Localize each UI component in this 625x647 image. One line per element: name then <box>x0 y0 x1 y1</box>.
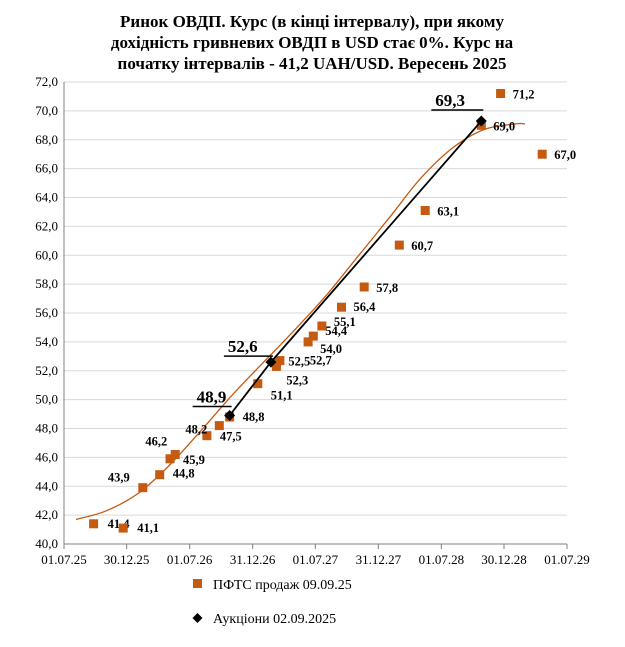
pfts-point-label-17: 57,8 <box>376 281 398 295</box>
auction-point-1 <box>265 356 277 368</box>
y-tick-label-14: 68,0 <box>35 132 58 147</box>
y-tick-label-11: 62,0 <box>35 218 58 233</box>
y-tick-label-7: 54,0 <box>35 334 58 349</box>
legend-marker-pfts <box>193 579 202 588</box>
x-tick-label-3: 31.12.26 <box>230 552 276 567</box>
pfts-point-7 <box>214 421 224 431</box>
pfts-point-label-19: 63,1 <box>437 205 459 219</box>
pfts-point-label-22: 67,0 <box>554 148 576 162</box>
pfts-point-label-1: 41,1 <box>137 521 159 535</box>
title-line-2: дохідність гривневих ОВДП в USD стає 0%.… <box>111 33 514 52</box>
y-tick-label-3: 46,0 <box>35 449 58 464</box>
pfts-point-1 <box>118 523 128 533</box>
legend-label-auction: Аукціони 02.09.2025 <box>213 612 336 627</box>
pfts-point-0 <box>89 519 99 529</box>
pfts-point-label-16: 56,4 <box>354 300 377 314</box>
pfts-point-label-2: 43,9 <box>108 471 130 485</box>
pfts-point-label-10: 52,3 <box>286 373 308 387</box>
axes <box>63 82 568 549</box>
pfts-point-19 <box>420 206 430 215</box>
pfts-point-13 <box>303 337 313 347</box>
y-tick-label-1: 42,0 <box>35 507 58 522</box>
auction-point-label-1: 52,6 <box>228 337 258 356</box>
y-tick-label-5: 50,0 <box>35 392 58 407</box>
y-tick-label-2: 44,0 <box>35 478 58 493</box>
pfts-point-6 <box>202 431 212 441</box>
pfts-point-16 <box>337 302 346 312</box>
pfts-point-label-4: 45,9 <box>183 453 205 467</box>
x-tick-label-4: 01.07.27 <box>293 552 339 567</box>
pfts-point-18 <box>394 240 404 250</box>
pfts-point-label-13: 54,0 <box>320 342 342 356</box>
x-tick-label-6: 01.07.28 <box>419 552 465 567</box>
x-tick-label-2: 01.07.26 <box>167 552 213 567</box>
y-tick-label-12: 64,0 <box>35 190 58 205</box>
legend-label-pfts: ПФТС продаж 09.09.25 <box>213 578 352 593</box>
title-line-3: початку інтервалів - 41,2 UAH/USD. Верес… <box>118 54 507 73</box>
x-tick-label-7: 30.12.28 <box>481 552 527 567</box>
auction-point-label-2: 69,3 <box>435 91 465 110</box>
pfts-point-3 <box>155 470 165 480</box>
x-tick-label-0: 01.07.25 <box>41 552 87 567</box>
pfts-point-14 <box>308 331 318 341</box>
x-tick-label-1: 30.12.25 <box>104 552 150 567</box>
pfts-point-label-6: 47,5 <box>220 430 242 444</box>
pfts-point-label-11: 52,5 <box>288 355 310 369</box>
pfts-point-22 <box>537 149 547 159</box>
auction-point-label-0: 48,9 <box>197 388 227 407</box>
legend-marker-auction <box>192 613 203 623</box>
pfts-point-label-21: 71,2 <box>513 88 535 102</box>
pfts-point-label-8: 48,8 <box>243 410 265 424</box>
pfts-point-4 <box>165 454 175 464</box>
pfts-point-15 <box>317 321 327 331</box>
chart-title: Ринок ОВДП. Курс (в кінці інтервалу), пр… <box>111 12 514 73</box>
pfts-point-label-12: 52,7 <box>310 354 332 368</box>
x-tick-label-8: 01.07.29 <box>544 552 590 567</box>
pfts-point-label-20: 69,0 <box>493 119 515 133</box>
title-line-1: Ринок ОВДП. Курс (в кінці інтервалу), пр… <box>120 12 504 31</box>
legend: ПФТС продаж 09.09.25 Аукціони 02.09.2025 <box>192 578 352 627</box>
y-tick-label-16: 72,0 <box>35 74 58 89</box>
y-tick-label-15: 70,0 <box>35 103 58 118</box>
x-axis-tick-labels: 01.07.25 30.12.25 01.07.26 31.12.26 01.07.27… <box>41 552 590 567</box>
y-tick-label-8: 56,0 <box>35 305 58 320</box>
x-tick-label-5: 31.12.27 <box>356 552 402 567</box>
pfts-point-2 <box>138 483 148 493</box>
series-pfts: 41,4 41,143,9 44,845,946,2 47,548,248,851,1… <box>89 88 576 535</box>
y-tick-label-0: 40,0 <box>35 536 58 551</box>
pfts-point-5 <box>170 450 180 459</box>
pfts-point-label-9: 51,1 <box>271 389 293 403</box>
y-tick-label-6: 52,0 <box>35 363 58 378</box>
pfts-point-label-7: 48,2 <box>185 423 207 437</box>
auction-point-0 <box>224 410 236 422</box>
pfts-point-21 <box>496 89 506 98</box>
y-axis-tick-labels: 40,0 42,0 44,0 46,0 48,0 50,0 52,0 54,0 56,0 58,0… <box>35 74 58 551</box>
auction-point-2 <box>475 115 487 127</box>
series-auction: 48,9 52,6 69,3 <box>192 91 487 422</box>
pfts-point-12 <box>275 356 285 366</box>
pfts-point-label-3: 44,8 <box>173 467 195 481</box>
y-tick-label-13: 66,0 <box>35 161 58 176</box>
pfts-point-17 <box>359 282 369 292</box>
y-tick-label-10: 60,0 <box>35 247 58 262</box>
pfts-point-label-18: 60,7 <box>411 239 433 253</box>
y-tick-label-9: 58,0 <box>35 276 58 291</box>
pfts-point-label-5: 46,2 <box>145 435 167 449</box>
pfts-point-9 <box>253 379 263 389</box>
y-tick-label-4: 48,0 <box>35 421 58 436</box>
pfts-point-label-15: 55,1 <box>334 315 356 329</box>
pfts-point-label-14: 54,4 <box>325 324 348 338</box>
